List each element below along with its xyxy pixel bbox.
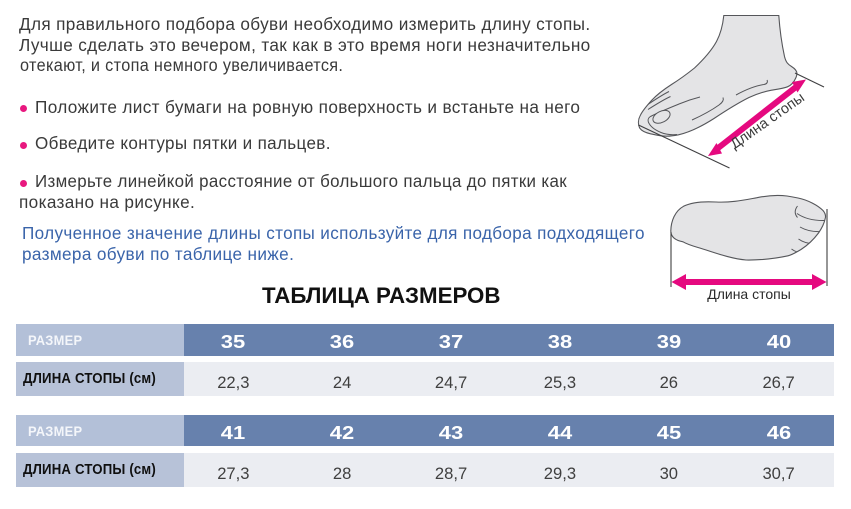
svg-text:Длина стопы: Длина стопы [707, 286, 791, 302]
